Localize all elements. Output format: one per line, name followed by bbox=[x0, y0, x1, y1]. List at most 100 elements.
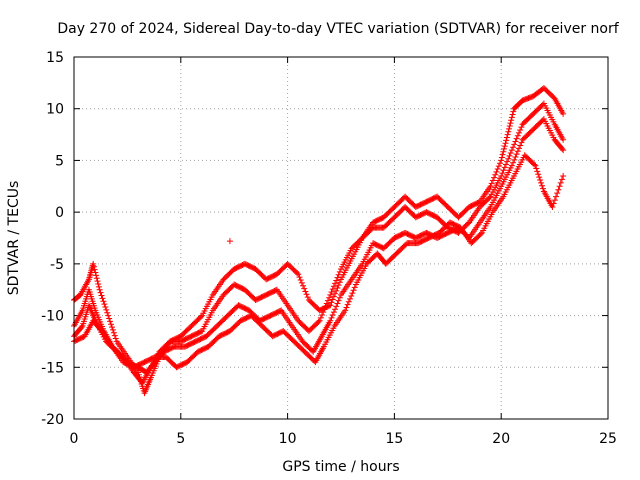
data-marker bbox=[505, 155, 512, 162]
data-marker bbox=[495, 163, 502, 170]
data-marker bbox=[500, 148, 507, 155]
data-marker bbox=[105, 312, 112, 319]
data-marker bbox=[92, 269, 99, 276]
data-marker bbox=[491, 174, 498, 181]
data-marker bbox=[508, 117, 515, 124]
data-marker bbox=[514, 132, 521, 139]
data-marker bbox=[97, 289, 104, 296]
data-marker bbox=[329, 286, 336, 293]
data-marker bbox=[329, 296, 336, 303]
data-marker bbox=[323, 300, 330, 307]
data-marker bbox=[328, 289, 335, 296]
data-marker bbox=[95, 280, 102, 287]
data-marker bbox=[517, 126, 524, 133]
grid-lines bbox=[74, 57, 608, 419]
data-marker bbox=[507, 149, 514, 156]
data-marker bbox=[503, 134, 510, 141]
data-marker bbox=[508, 114, 515, 121]
x-tick-label: 5 bbox=[176, 431, 185, 447]
outlier-marker bbox=[226, 238, 233, 245]
data-marker bbox=[333, 303, 340, 310]
data-marker bbox=[533, 165, 540, 172]
data-marker bbox=[324, 297, 331, 304]
data-marker bbox=[504, 158, 511, 165]
data-marker bbox=[560, 172, 567, 179]
data-marker bbox=[537, 176, 544, 183]
data-marker bbox=[511, 141, 518, 148]
data-marker bbox=[351, 284, 358, 291]
data-marker bbox=[532, 162, 539, 169]
data-marker bbox=[343, 304, 350, 311]
data-marker bbox=[301, 285, 308, 292]
data-marker bbox=[511, 156, 518, 163]
y-tick-label: -10 bbox=[41, 309, 64, 325]
data-marker bbox=[501, 164, 508, 171]
data-marker bbox=[322, 303, 329, 310]
data-marker bbox=[510, 144, 517, 151]
y-tick-label: 10 bbox=[46, 102, 64, 118]
data-marker bbox=[109, 326, 116, 333]
data-marker bbox=[106, 315, 113, 322]
axis-ticks: 0 5 10 15 20 25 -20 -15 -10 -5 0 5 10 15 bbox=[41, 50, 617, 447]
data-marker bbox=[316, 317, 323, 324]
y-tick-label: 15 bbox=[46, 50, 64, 66]
data-marker bbox=[100, 298, 107, 305]
data-marker bbox=[555, 186, 562, 193]
data-marker bbox=[328, 299, 335, 306]
data-marker bbox=[112, 335, 119, 342]
data-marker bbox=[344, 301, 351, 308]
data-marker bbox=[497, 160, 504, 167]
data-marker bbox=[334, 300, 341, 307]
data-marker bbox=[535, 171, 542, 178]
data-marker bbox=[514, 148, 521, 155]
data-points bbox=[71, 85, 567, 397]
data-marker bbox=[342, 307, 349, 314]
data-marker bbox=[107, 318, 114, 325]
data-marker bbox=[98, 292, 105, 299]
data-marker bbox=[101, 301, 108, 308]
data-marker bbox=[90, 260, 97, 267]
data-marker bbox=[499, 170, 506, 177]
data-marker bbox=[498, 172, 505, 179]
x-tick-label: 25 bbox=[599, 431, 617, 447]
data-marker bbox=[560, 110, 567, 117]
data-marker bbox=[487, 183, 494, 190]
data-marker bbox=[512, 153, 519, 160]
data-marker bbox=[300, 282, 307, 289]
data-marker bbox=[335, 297, 342, 304]
data-marker bbox=[93, 275, 100, 282]
data-marker bbox=[317, 314, 324, 321]
data-marker bbox=[91, 266, 98, 273]
data-marker bbox=[90, 263, 97, 270]
data-marker bbox=[197, 313, 204, 320]
data-marker bbox=[488, 180, 495, 187]
x-tick-label: 15 bbox=[385, 431, 403, 447]
data-marker bbox=[556, 183, 563, 190]
data-marker bbox=[504, 131, 511, 138]
data-marker bbox=[327, 302, 334, 309]
data-marker bbox=[518, 124, 525, 131]
data-marker bbox=[295, 271, 302, 278]
data-marker bbox=[330, 283, 337, 290]
data-marker bbox=[95, 283, 102, 290]
data-marker bbox=[348, 293, 355, 300]
data-marker bbox=[320, 309, 327, 316]
data-marker bbox=[94, 278, 101, 285]
data-marker bbox=[315, 318, 322, 325]
data-marker bbox=[510, 159, 517, 166]
data-marker bbox=[518, 139, 525, 146]
data-marker bbox=[329, 311, 336, 318]
data-marker bbox=[492, 171, 499, 178]
data-marker bbox=[333, 277, 340, 284]
data-marker bbox=[328, 314, 335, 321]
data-marker bbox=[559, 145, 566, 152]
data-marker bbox=[336, 268, 343, 275]
data-marker bbox=[489, 177, 496, 184]
data-marker bbox=[508, 162, 515, 169]
data-marker bbox=[560, 136, 567, 143]
data-marker bbox=[554, 190, 561, 197]
data-marker bbox=[551, 197, 558, 204]
data-marker bbox=[507, 120, 514, 127]
data-marker bbox=[93, 272, 100, 279]
data-marker bbox=[506, 152, 513, 159]
